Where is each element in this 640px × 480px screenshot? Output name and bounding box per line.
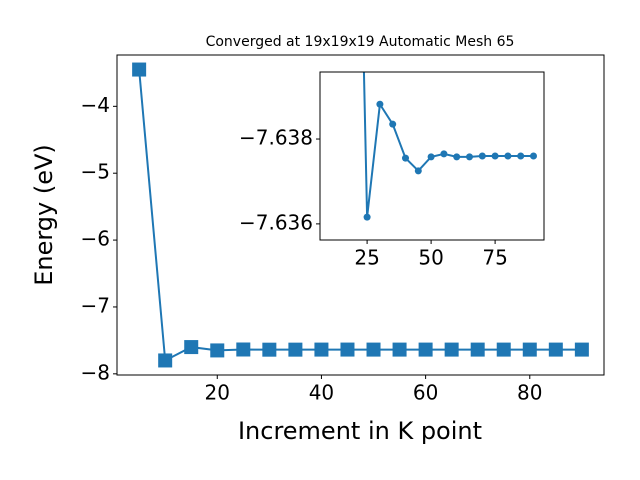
- data-marker: [132, 62, 147, 77]
- y-tick-label: −6: [81, 227, 110, 251]
- x-tick-label: 40: [309, 381, 334, 405]
- data-marker: [530, 152, 538, 160]
- data-marker: [444, 342, 459, 357]
- data-marker: [496, 342, 511, 357]
- data-marker: [548, 342, 563, 357]
- data-marker: [517, 152, 525, 160]
- x-axis-label: Increment in K point: [238, 417, 482, 445]
- data-marker: [158, 353, 173, 368]
- data-marker: [574, 342, 589, 357]
- data-marker: [478, 152, 486, 160]
- axes-frame: [116, 54, 605, 376]
- data-marker: [418, 342, 433, 357]
- data-marker: [366, 342, 381, 357]
- y-tick-label: −5: [81, 160, 110, 184]
- data-marker: [470, 342, 485, 357]
- data-marker: [340, 342, 355, 357]
- chart-title: Converged at 19x19x19 Automatic Mesh 65: [206, 34, 515, 50]
- data-marker: [210, 343, 225, 358]
- data-marker: [389, 120, 397, 128]
- x-tick-label: 80: [517, 381, 542, 405]
- data-marker: [504, 152, 512, 160]
- data-marker: [466, 153, 474, 161]
- axes-frame: [319, 71, 545, 241]
- x-tick-label: 20: [205, 381, 230, 405]
- data-marker: [402, 154, 410, 162]
- y-tick-label: −7: [81, 293, 110, 317]
- data-marker: [440, 150, 448, 158]
- y-tick-label: −7.636: [239, 210, 313, 234]
- y-tick-label: −4: [81, 93, 110, 117]
- x-tick-label: 50: [418, 246, 443, 270]
- data-marker: [491, 152, 499, 160]
- data-marker: [376, 100, 384, 108]
- data-marker: [314, 342, 329, 357]
- plot-content: [362, 72, 538, 221]
- data-marker: [262, 342, 277, 357]
- data-marker: [363, 213, 371, 221]
- y-tick-label: −7.638: [239, 126, 313, 150]
- data-marker: [453, 153, 461, 161]
- data-marker: [414, 167, 422, 175]
- y-tick-label: −8: [81, 360, 110, 384]
- data-marker: [522, 342, 537, 357]
- data-marker: [184, 340, 199, 355]
- plot-content: [132, 62, 589, 368]
- y-axis-label: Energy (eV): [30, 144, 58, 286]
- data-marker: [236, 342, 251, 357]
- x-tick-label: 60: [413, 381, 438, 405]
- x-tick-label: 75: [482, 246, 507, 270]
- data-marker: [427, 153, 435, 161]
- data-marker: [288, 342, 303, 357]
- x-tick-label: 25: [354, 246, 379, 270]
- data-marker: [392, 342, 407, 357]
